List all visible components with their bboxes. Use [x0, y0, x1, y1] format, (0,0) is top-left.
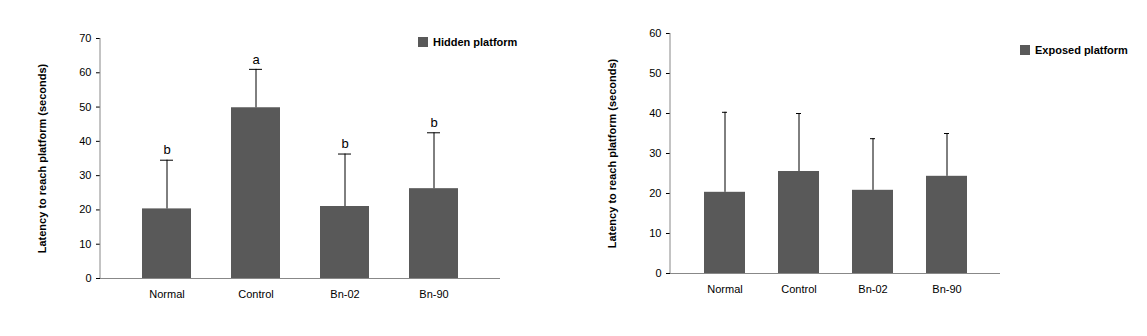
svg-text:20: 20 [79, 203, 91, 215]
svg-text:Normal: Normal [707, 283, 742, 295]
svg-text:20: 20 [649, 187, 661, 199]
svg-text:Control: Control [238, 288, 273, 300]
svg-text:b: b [430, 115, 437, 130]
svg-text:Bn-90: Bn-90 [419, 288, 448, 300]
svg-text:60: 60 [79, 66, 91, 78]
svg-text:Normal: Normal [149, 288, 184, 300]
svg-text:Latency to reach platform (sec: Latency to reach platform (seconds) [606, 58, 618, 248]
svg-text:Bn-02: Bn-02 [858, 283, 887, 295]
svg-text:10: 10 [79, 238, 91, 250]
svg-text:50: 50 [79, 101, 91, 113]
svg-text:0: 0 [85, 272, 91, 284]
svg-text:Control: Control [781, 283, 816, 295]
svg-text:b: b [163, 142, 170, 157]
svg-text:Latency to reach platform (sec: Latency to reach platform (seconds) [36, 63, 48, 253]
svg-text:30: 30 [649, 147, 661, 159]
svg-text:40: 40 [649, 107, 661, 119]
svg-text:b: b [341, 136, 348, 151]
svg-text:40: 40 [79, 135, 91, 147]
svg-text:a: a [252, 52, 260, 67]
svg-text:Bn-90: Bn-90 [932, 283, 961, 295]
svg-text:Bn-02: Bn-02 [330, 288, 359, 300]
svg-text:0: 0 [655, 267, 661, 279]
html-text:Exposed platform: Exposed platform [1035, 44, 1128, 56]
svg-text:30: 30 [79, 169, 91, 181]
svg-text:10: 10 [649, 227, 661, 239]
svg-text:50: 50 [649, 67, 661, 79]
html-text:Hidden platform: Hidden platform [433, 36, 518, 48]
svg-text:70: 70 [79, 32, 91, 44]
svg-text:60: 60 [649, 27, 661, 39]
